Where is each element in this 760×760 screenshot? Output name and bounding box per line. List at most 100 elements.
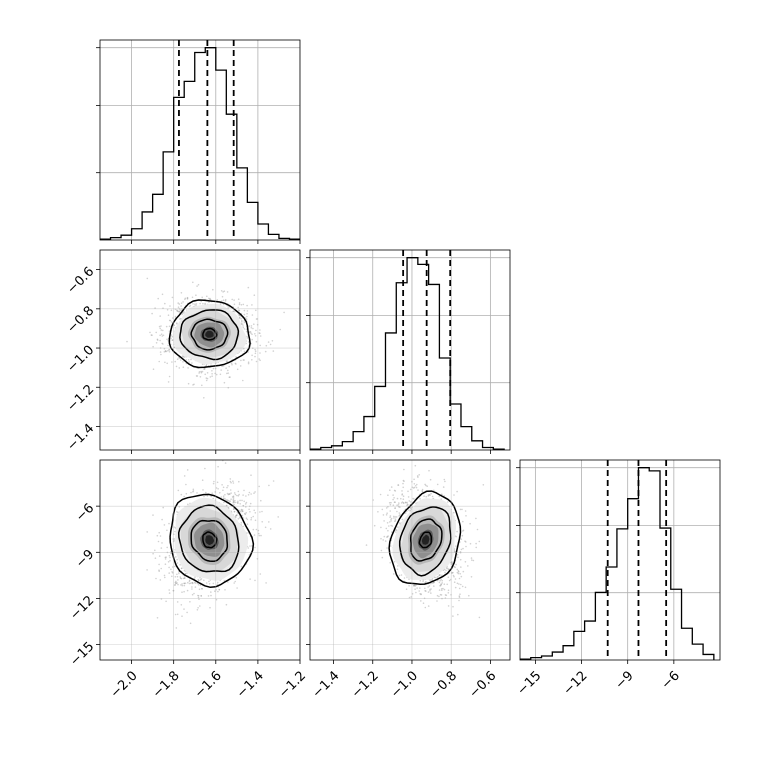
- scatter-point: [207, 595, 210, 597]
- scatter-point: [394, 518, 397, 520]
- scatter-point: [250, 474, 252, 477]
- scatter-point: [175, 582, 178, 584]
- scatter-point: [454, 566, 457, 569]
- scatter-point: [156, 617, 159, 619]
- x-tick-label-p1: −1.2: [276, 668, 309, 701]
- scatter-point: [394, 507, 397, 509]
- scatter-point: [183, 582, 185, 585]
- scatter-point: [452, 574, 455, 577]
- scatter-point: [199, 376, 202, 378]
- scatter-point: [176, 613, 179, 616]
- scatter-point: [458, 583, 460, 585]
- scatter-point: [232, 501, 234, 504]
- scatter-point: [283, 311, 285, 314]
- scatter-point: [249, 502, 252, 505]
- scatter-point: [220, 369, 222, 371]
- scatter-point: [205, 377, 208, 379]
- scatter-point: [181, 583, 183, 585]
- scatter-point: [208, 297, 210, 300]
- scatter-point: [459, 593, 461, 595]
- scatter-point: [201, 479, 204, 482]
- scatter-point: [401, 493, 404, 495]
- contour-line: [179, 309, 240, 361]
- scatter-point: [187, 581, 189, 584]
- scatter-point: [254, 352, 257, 355]
- scatter-point: [385, 527, 388, 530]
- scatter-point: [441, 574, 443, 577]
- scatter-point: [181, 313, 183, 316]
- scatter-point: [177, 306, 180, 309]
- scatter-point: [237, 518, 240, 520]
- scatter-point: [173, 565, 176, 568]
- scatter-point: [259, 573, 262, 575]
- scatter-point: [182, 366, 185, 369]
- scatter-point: [152, 552, 154, 555]
- histogram-p2: [310, 257, 505, 450]
- scatter-point: [478, 616, 481, 619]
- scatter-point: [264, 526, 267, 529]
- scatter-point: [216, 583, 219, 586]
- scatter-point: [438, 574, 441, 576]
- scatter-point: [195, 303, 198, 305]
- x-tick-label-p1: −1.8: [150, 668, 183, 701]
- scatter-point: [453, 581, 456, 583]
- scatter-point: [227, 369, 229, 372]
- scatter-point: [167, 344, 169, 347]
- scatter-point: [402, 495, 405, 498]
- scatter-point: [232, 310, 234, 313]
- scatter-point: [394, 490, 397, 492]
- scatter-point: [447, 605, 450, 607]
- scatter-point: [438, 589, 441, 591]
- scatter-point: [249, 330, 252, 333]
- scatter-point: [201, 384, 203, 387]
- scatter-point: [177, 302, 179, 304]
- scatter-point: [197, 583, 200, 586]
- scatter-point: [462, 529, 465, 532]
- scatter-point: [238, 309, 241, 312]
- density-frame: [99, 249, 301, 451]
- scatter-point: [229, 478, 232, 480]
- scatter-point: [427, 605, 430, 607]
- scatter-point: [458, 599, 460, 602]
- scatter-point: [175, 365, 178, 368]
- scatter-point: [160, 333, 163, 336]
- scatter-point: [269, 343, 272, 346]
- scatter-point: [413, 498, 415, 500]
- scatter-point: [427, 495, 430, 497]
- scatter-point: [158, 325, 161, 328]
- scatter-point: [164, 558, 167, 560]
- scatter-point: [164, 361, 166, 364]
- scatter-point: [179, 359, 182, 361]
- scatter-point: [443, 583, 446, 585]
- scatter-point: [176, 575, 179, 578]
- scatter-point: [408, 596, 411, 599]
- scatter-point: [187, 359, 190, 361]
- scatter-point: [180, 292, 183, 294]
- scatter-point: [431, 582, 434, 584]
- scatter-point: [179, 577, 182, 579]
- scatter-point: [196, 492, 198, 494]
- scatter-point: [440, 583, 442, 585]
- scatter-point: [207, 364, 210, 367]
- scatter-point: [381, 556, 384, 559]
- scatter-point: [176, 322, 178, 324]
- scatter-point: [232, 508, 235, 510]
- scatter-point: [197, 607, 199, 609]
- scatter-point: [458, 596, 461, 598]
- scatter-point: [469, 542, 472, 545]
- scatter-point: [234, 311, 236, 313]
- scatter-point: [175, 627, 178, 629]
- scatter-point: [243, 320, 245, 322]
- scatter-point: [430, 579, 432, 581]
- scatter-point: [194, 586, 197, 588]
- scatter-point: [244, 503, 247, 505]
- scatter-point: [386, 512, 388, 514]
- scatter-point: [180, 577, 183, 580]
- scatter-point: [171, 361, 173, 363]
- scatter-point: [218, 588, 221, 591]
- scatter-point: [170, 321, 173, 323]
- scatter-point: [440, 583, 443, 586]
- scatter-point: [441, 582, 444, 584]
- scatter-point: [188, 305, 191, 308]
- scatter-point: [185, 492, 188, 495]
